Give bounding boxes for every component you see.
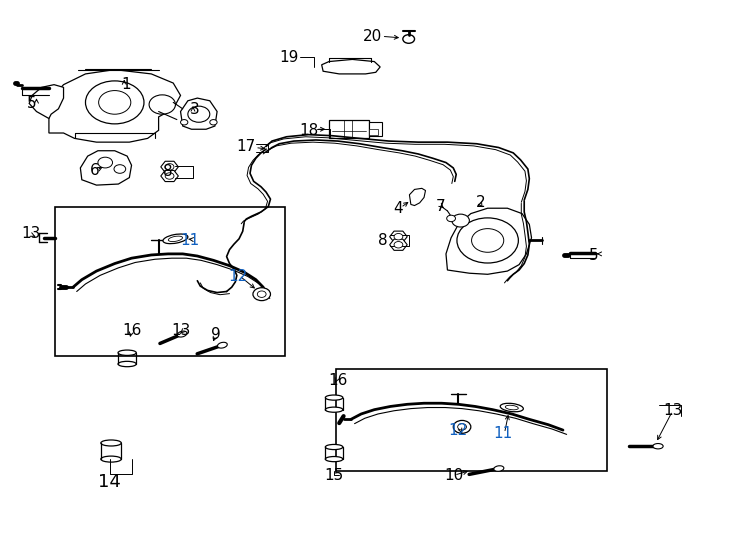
Bar (55, 207, 285, 356)
Text: 9: 9 (211, 327, 220, 342)
Text: 19: 19 (279, 50, 299, 65)
Ellipse shape (325, 407, 343, 412)
Circle shape (394, 241, 403, 248)
Text: 7: 7 (435, 199, 445, 214)
Bar (336, 369, 607, 471)
Text: 20: 20 (363, 29, 382, 44)
Text: 13: 13 (172, 323, 191, 338)
Ellipse shape (118, 350, 137, 355)
Text: 14: 14 (98, 472, 121, 491)
Polygon shape (446, 208, 531, 274)
Ellipse shape (101, 456, 121, 462)
Circle shape (98, 91, 131, 114)
Ellipse shape (168, 236, 183, 241)
Text: 8: 8 (378, 233, 388, 248)
Text: 4: 4 (393, 201, 403, 215)
Polygon shape (29, 85, 64, 118)
Circle shape (458, 424, 466, 430)
Circle shape (452, 214, 469, 227)
Bar (369, 122, 382, 136)
Circle shape (165, 173, 174, 179)
Circle shape (394, 233, 403, 240)
Circle shape (188, 106, 210, 122)
Polygon shape (321, 59, 380, 74)
Circle shape (210, 119, 217, 125)
Text: 8: 8 (163, 164, 173, 179)
Circle shape (181, 119, 188, 125)
Text: 13: 13 (663, 403, 683, 418)
Ellipse shape (653, 443, 663, 449)
Circle shape (471, 228, 504, 252)
Polygon shape (410, 188, 426, 206)
Polygon shape (390, 239, 407, 251)
Circle shape (253, 288, 270, 301)
Text: 17: 17 (237, 139, 256, 154)
Text: 1: 1 (121, 77, 131, 92)
Bar (329, 119, 369, 138)
Ellipse shape (217, 342, 228, 348)
Polygon shape (161, 171, 178, 181)
Ellipse shape (118, 361, 137, 367)
Circle shape (258, 291, 266, 298)
Circle shape (165, 164, 174, 170)
Text: 6: 6 (90, 163, 100, 178)
Ellipse shape (500, 403, 523, 412)
Text: 5: 5 (589, 248, 598, 263)
Ellipse shape (325, 395, 343, 400)
Polygon shape (80, 151, 131, 185)
Ellipse shape (325, 444, 343, 450)
Circle shape (114, 165, 126, 173)
Circle shape (447, 215, 456, 221)
Text: 15: 15 (324, 468, 344, 483)
Text: 16: 16 (122, 323, 141, 338)
Text: 3: 3 (190, 103, 200, 117)
Ellipse shape (505, 405, 518, 410)
Circle shape (98, 157, 112, 168)
Circle shape (454, 421, 470, 433)
Polygon shape (49, 70, 181, 142)
Polygon shape (390, 231, 407, 242)
Circle shape (403, 35, 415, 43)
Circle shape (457, 218, 518, 263)
Ellipse shape (494, 466, 504, 471)
Bar (369, 129, 378, 134)
Ellipse shape (101, 440, 121, 446)
Text: 11: 11 (493, 427, 512, 441)
Ellipse shape (178, 331, 187, 337)
Circle shape (149, 95, 175, 114)
Text: 16: 16 (328, 373, 347, 388)
Circle shape (85, 81, 144, 124)
Polygon shape (161, 161, 178, 172)
Text: 11: 11 (181, 233, 200, 248)
Text: 5: 5 (27, 96, 37, 111)
Text: 2: 2 (476, 195, 485, 211)
Text: 12: 12 (228, 269, 247, 284)
Polygon shape (181, 98, 217, 129)
Text: 18: 18 (299, 123, 318, 138)
Text: 13: 13 (21, 226, 40, 241)
Text: 12: 12 (448, 423, 468, 437)
Text: 10: 10 (444, 468, 464, 483)
Ellipse shape (163, 234, 188, 244)
Ellipse shape (325, 456, 343, 462)
